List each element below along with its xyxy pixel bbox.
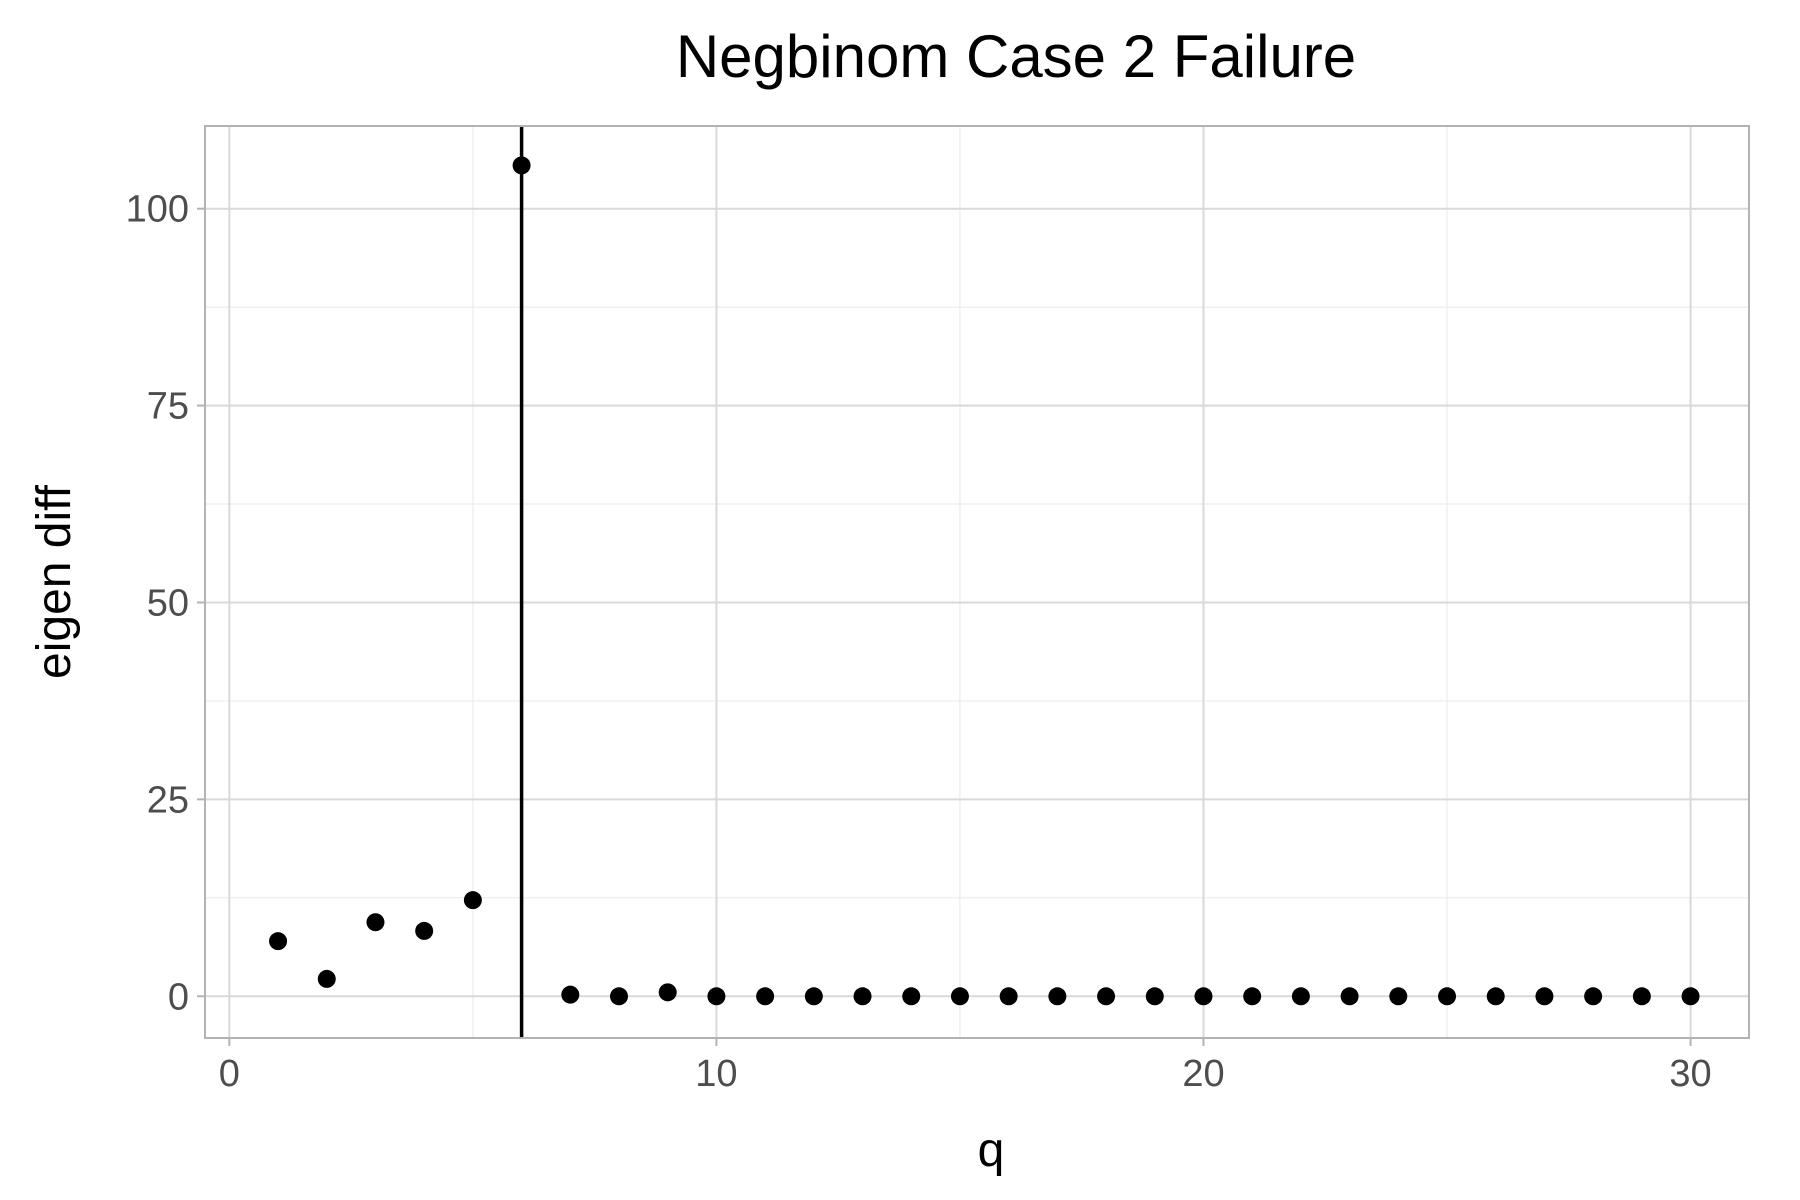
data-point xyxy=(317,969,336,988)
data-point xyxy=(366,913,385,932)
y-tick-label: 25 xyxy=(147,779,189,821)
data-point xyxy=(950,987,969,1006)
data-point xyxy=(853,987,872,1006)
data-point xyxy=(269,932,288,951)
x-tick-label: 0 xyxy=(219,1053,240,1095)
data-point xyxy=(804,987,823,1006)
data-point xyxy=(1097,987,1116,1006)
data-point xyxy=(1486,987,1505,1006)
data-point xyxy=(1438,987,1457,1006)
gridlines xyxy=(205,126,1749,1038)
data-point xyxy=(658,983,677,1002)
data-point xyxy=(1535,987,1554,1006)
axis-ticks: 0 10 20 30 0 25 50 75 100 xyxy=(126,189,1712,1095)
chart-title: Negbinom Case 2 Failure xyxy=(676,23,1356,90)
y-axis-title: eigen diff xyxy=(28,484,81,679)
x-tick-label: 30 xyxy=(1669,1053,1711,1095)
data-point xyxy=(512,156,531,175)
data-point xyxy=(1584,987,1603,1006)
data-point xyxy=(561,985,580,1004)
data-point xyxy=(415,921,434,940)
data-point xyxy=(999,987,1018,1006)
data-point xyxy=(610,987,629,1006)
x-axis-title: q xyxy=(978,1124,1005,1177)
data-point xyxy=(1243,987,1262,1006)
data-point xyxy=(1632,987,1651,1006)
data-point xyxy=(707,987,726,1006)
data-point xyxy=(756,987,775,1006)
data-point xyxy=(1145,987,1164,1006)
y-tick-label: 100 xyxy=(126,189,189,231)
data-point xyxy=(463,891,482,910)
plot-panel xyxy=(204,125,1750,1039)
y-tick-label: 0 xyxy=(168,976,189,1018)
y-tick-label: 75 xyxy=(147,386,189,428)
x-tick-label: 20 xyxy=(1182,1053,1224,1095)
data-point xyxy=(1048,987,1067,1006)
data-point xyxy=(1389,987,1408,1006)
data-point xyxy=(1681,987,1700,1006)
x-tick-label: 10 xyxy=(695,1053,737,1095)
data-point xyxy=(1194,987,1213,1006)
data-point xyxy=(1291,987,1310,1006)
y-tick-label: 50 xyxy=(147,582,189,624)
data-points xyxy=(269,156,1700,1006)
data-point xyxy=(1340,987,1359,1006)
data-point xyxy=(902,987,921,1006)
